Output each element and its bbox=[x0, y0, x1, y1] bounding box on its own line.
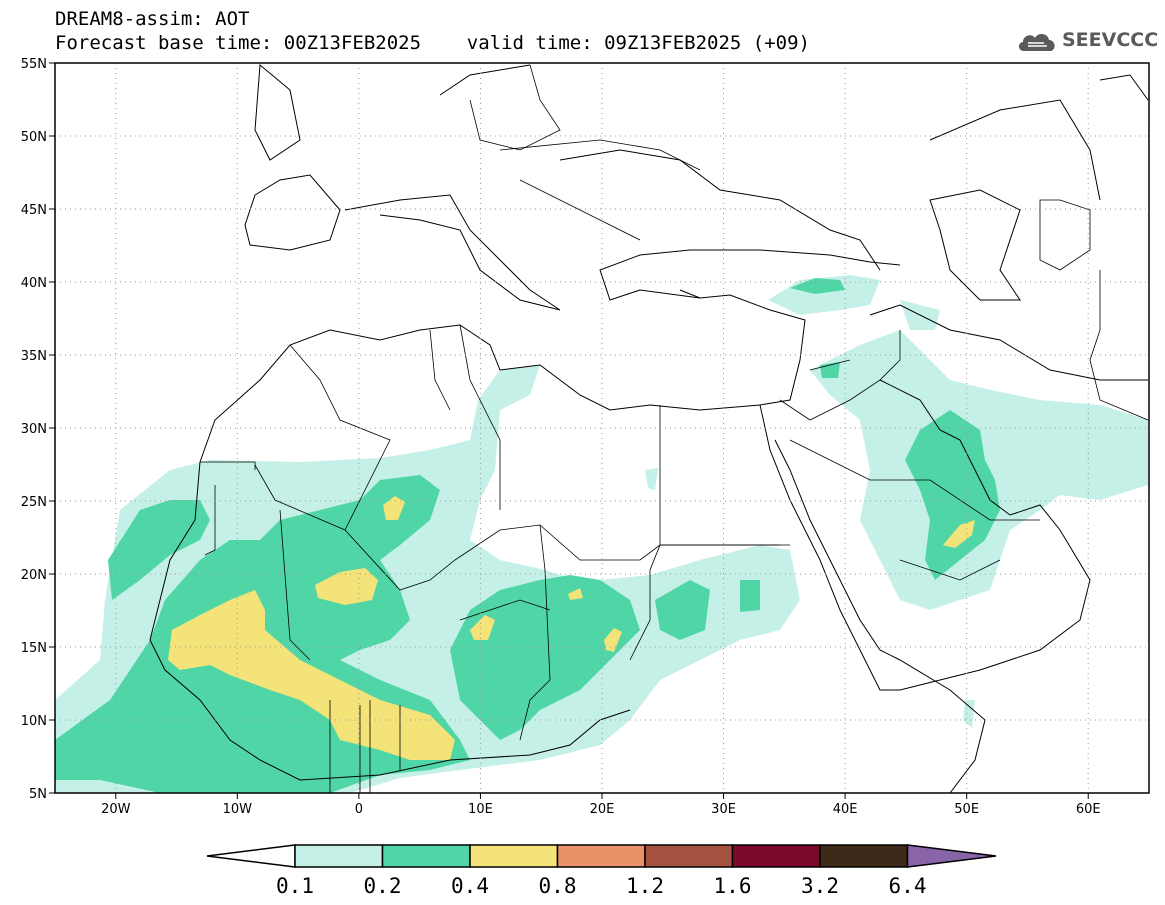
lat-tick-label: 35N bbox=[21, 349, 47, 364]
lon-tick-label: 0 bbox=[355, 802, 363, 817]
colorbar-label: 0.2 bbox=[364, 874, 402, 898]
lon-tick-label: 10E bbox=[468, 802, 493, 817]
lat-tick-label: 30N bbox=[21, 422, 47, 437]
colorbar-swatch bbox=[381, 844, 471, 868]
aot-field-high bbox=[168, 496, 975, 760]
colorbar-label: 1.6 bbox=[714, 874, 752, 898]
colorbar-swatch bbox=[644, 844, 734, 868]
cloud-logo-icon bbox=[1018, 34, 1055, 51]
colorbar-over-arrow bbox=[906, 844, 997, 868]
colorbar-swatch bbox=[731, 844, 821, 868]
colorbar-label: 0.1 bbox=[276, 874, 314, 898]
lat-tick-label: 45N bbox=[21, 203, 47, 218]
lat-tick-label: 5N bbox=[29, 787, 47, 802]
lat-tick-label: 10N bbox=[21, 714, 47, 729]
coastlines bbox=[149, 63, 1149, 793]
logo-text: SEEVCCC bbox=[1062, 29, 1159, 51]
lon-tick-label: 60E bbox=[1076, 802, 1101, 817]
lat-tick-label: 25N bbox=[21, 495, 47, 510]
lon-tick-label: 40E bbox=[833, 802, 858, 817]
map-subtitle: Forecast base time: 00Z13FEB2025 valid t… bbox=[55, 32, 810, 54]
colorbar-label: 1.2 bbox=[626, 874, 664, 898]
lat-tick-label: 50N bbox=[21, 130, 47, 145]
lat-tick-label: 15N bbox=[21, 641, 47, 656]
lon-tick-label: 50E bbox=[954, 802, 979, 817]
latitude-axis: 55N 50N 45N 40N 35N 30N 25N 20N 15N 10N 5N bbox=[21, 57, 55, 802]
country-borders bbox=[200, 64, 1149, 793]
colorbar-label: 0.4 bbox=[451, 874, 489, 898]
lat-tick-label: 55N bbox=[21, 57, 47, 72]
lon-tick-label: 20W bbox=[101, 802, 131, 817]
longitude-axis: 20W 10W 0 10E 20E 30E 40E 50E 60E bbox=[101, 793, 1101, 817]
colorbar-swatch bbox=[556, 844, 646, 868]
lat-tick-label: 40N bbox=[21, 276, 47, 291]
colorbar-swatch bbox=[469, 844, 559, 868]
lon-tick-label: 20E bbox=[590, 802, 615, 817]
colorbar-swatch bbox=[819, 844, 909, 868]
lon-tick-label: 30E bbox=[711, 802, 736, 817]
colorbar-label: 0.8 bbox=[539, 874, 577, 898]
lat-lon-grid bbox=[55, 63, 1149, 793]
colorbar-under-arrow bbox=[206, 844, 296, 868]
map-title: DREAM8-assim: AOT bbox=[55, 8, 250, 30]
lon-tick-label: 10W bbox=[223, 802, 253, 817]
colorbar-label: 6.4 bbox=[889, 874, 927, 898]
colorbar-label: 3.2 bbox=[801, 874, 839, 898]
lat-tick-label: 20N bbox=[21, 568, 47, 583]
colorbar-swatch bbox=[294, 844, 384, 868]
